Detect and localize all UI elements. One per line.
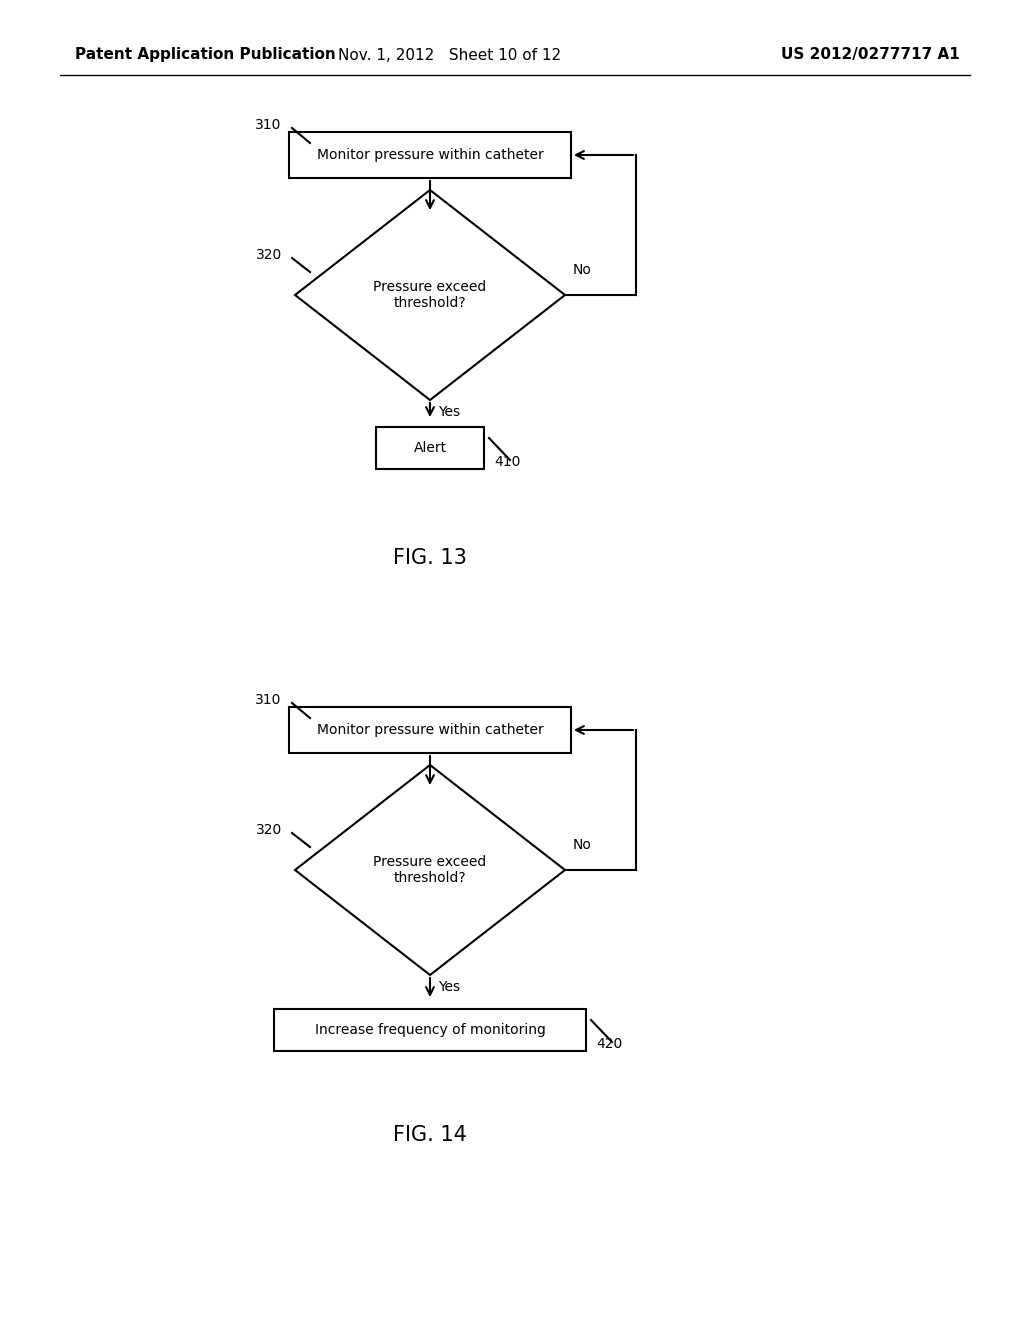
Text: 320: 320 — [256, 822, 283, 837]
Text: FIG. 13: FIG. 13 — [393, 548, 467, 568]
Text: Nov. 1, 2012   Sheet 10 of 12: Nov. 1, 2012 Sheet 10 of 12 — [339, 48, 561, 62]
Text: 420: 420 — [596, 1038, 623, 1051]
Text: 320: 320 — [256, 248, 283, 261]
Text: Alert: Alert — [414, 441, 446, 455]
Polygon shape — [295, 766, 565, 975]
Text: Pressure exceed
threshold?: Pressure exceed threshold? — [374, 855, 486, 886]
Text: FIG. 14: FIG. 14 — [393, 1125, 467, 1144]
FancyBboxPatch shape — [274, 1008, 586, 1051]
Text: 310: 310 — [255, 117, 282, 132]
FancyBboxPatch shape — [376, 426, 484, 469]
Text: Yes: Yes — [438, 405, 460, 418]
Text: Pressure exceed
threshold?: Pressure exceed threshold? — [374, 280, 486, 310]
Text: Monitor pressure within catheter: Monitor pressure within catheter — [316, 723, 544, 737]
Text: 310: 310 — [255, 693, 282, 708]
FancyBboxPatch shape — [289, 132, 571, 178]
Polygon shape — [295, 190, 565, 400]
Text: Patent Application Publication: Patent Application Publication — [75, 48, 336, 62]
Text: Monitor pressure within catheter: Monitor pressure within catheter — [316, 148, 544, 162]
Text: No: No — [573, 838, 592, 851]
Text: 410: 410 — [494, 455, 520, 469]
Text: US 2012/0277717 A1: US 2012/0277717 A1 — [781, 48, 961, 62]
FancyBboxPatch shape — [289, 708, 571, 752]
Text: Increase frequency of monitoring: Increase frequency of monitoring — [314, 1023, 546, 1038]
Text: No: No — [573, 263, 592, 277]
Text: Yes: Yes — [438, 979, 460, 994]
